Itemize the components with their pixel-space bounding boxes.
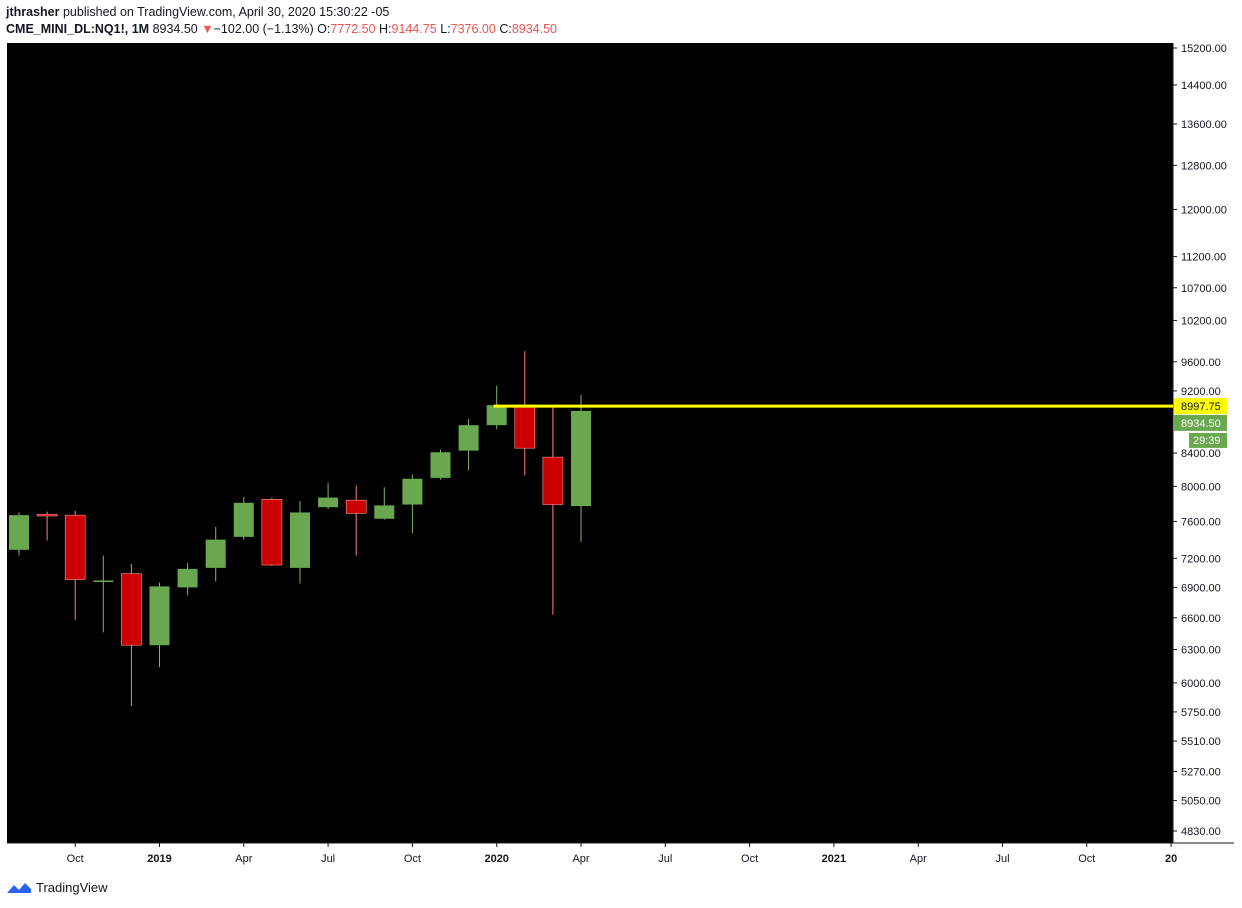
y-tick-label: 12000.00: [1181, 204, 1227, 216]
high-value: 9144.75: [391, 22, 437, 36]
x-tick-label: 2021: [822, 853, 846, 865]
candle-body: [261, 498, 283, 566]
candles-group: [9, 351, 591, 707]
candle-body: [64, 514, 86, 580]
y-tick-label: 6000.00: [1181, 678, 1221, 690]
candle-body: [36, 513, 58, 517]
y-tick-label: 5750.00: [1181, 707, 1221, 719]
y-tick-label: 14400.00: [1181, 80, 1227, 92]
low-label: L:: [440, 22, 451, 36]
chart-header: jthrasher published on TradingView.com, …: [6, 4, 557, 38]
candle-body: [514, 404, 536, 449]
candle-body: [149, 586, 170, 646]
y-tick-label: 12800.00: [1181, 160, 1227, 172]
y-tick-label: 9200.00: [1181, 386, 1221, 398]
last-price-label: 8934.50: [1181, 418, 1221, 430]
y-tick-label: 9600.00: [1181, 357, 1221, 369]
x-tick-label: Jul: [321, 853, 335, 865]
candle-body: [233, 502, 254, 537]
last-price-badge: [1174, 414, 1227, 431]
candle-body: [402, 478, 423, 505]
x-tick-label: Jul: [658, 853, 672, 865]
y-tick-label: 15200.00: [1181, 43, 1227, 55]
level-price-badge: [1174, 398, 1227, 415]
candle-body: [458, 425, 479, 451]
y-tick-label: 5510.00: [1181, 736, 1221, 748]
candle-body: [290, 512, 310, 568]
candle-body: [345, 499, 367, 514]
y-tick-label: 6600.00: [1181, 613, 1221, 625]
countdown-label: 29:39: [1193, 435, 1221, 447]
time-axis[interactable]: [7, 843, 1234, 871]
overlay-group: 8997.75 8934.50 29:39: [493, 398, 1227, 448]
candle-body: [486, 405, 507, 426]
x-tick-label: 2020: [484, 853, 508, 865]
candle-body: [542, 456, 564, 505]
y-tick-label: 7600.00: [1181, 516, 1221, 528]
candle-body: [205, 539, 226, 568]
y-tick-label: 13600.00: [1181, 119, 1227, 131]
footer: TradingView: [6, 880, 108, 895]
y-tick-label: 7200.00: [1181, 553, 1221, 565]
x-tick-label: Apr: [910, 853, 927, 865]
x-tick-label: Apr: [235, 853, 252, 865]
x-tick-label: Apr: [572, 853, 589, 865]
x-tick-label: Oct: [1078, 853, 1095, 865]
y-tick-label: 4830.00: [1181, 826, 1221, 838]
y-tick-label: 10700.00: [1181, 283, 1227, 295]
level-price-label: 8997.75: [1181, 401, 1221, 413]
tradingview-logo-icon: [7, 882, 31, 893]
change-value: −102.00 (−1.13%): [213, 22, 314, 36]
close-label: C:: [499, 22, 512, 36]
x-tick-label: 2019: [147, 853, 171, 865]
x-tick-label: 20: [1165, 853, 1177, 865]
x-tick-label: Oct: [404, 853, 421, 865]
last-price: 8934.50: [152, 22, 198, 36]
y-tick-label: 6300.00: [1181, 645, 1221, 657]
high-label: H:: [379, 22, 392, 36]
ohlc-line: CME_MINI_DL:NQ1!, 1M 8934.50 ▼−102.00 (−…: [6, 21, 557, 38]
candle-body: [318, 497, 339, 508]
candle-body: [9, 515, 29, 550]
author-name[interactable]: jthrasher: [6, 5, 60, 19]
candle-body: [430, 452, 451, 478]
countdown-badge: [1189, 432, 1227, 448]
open-value: 7772.50: [330, 22, 376, 36]
open-label: O:: [317, 22, 331, 36]
symbol-label[interactable]: CME_MINI_DL:NQ1!, 1M: [6, 22, 150, 36]
y-tick-label: 10200.00: [1181, 315, 1227, 327]
x-tick-label: Oct: [67, 853, 84, 865]
publish-line: jthrasher published on TradingView.com, …: [6, 4, 557, 21]
close-value: 8934.50: [511, 22, 558, 36]
y-tick-label: 5270.00: [1181, 766, 1221, 778]
candle-body: [571, 410, 591, 507]
candle-body: [93, 580, 114, 583]
publish-info: published on TradingView.com, April 30, …: [62, 5, 390, 19]
low-value: 7376.00: [450, 22, 496, 36]
y-tick-label: 6900.00: [1181, 582, 1221, 594]
x-ticks-group: Oct 2019 Apr Jul Oct 2020 Apr Jul Oct 2021 Apr Jul O…: [67, 843, 1177, 865]
x-tick-label: Oct: [741, 853, 758, 865]
candle-body: [374, 505, 395, 519]
x-tick-label: Jul: [995, 853, 1009, 865]
y-tick-label: 8400.00: [1181, 448, 1221, 460]
change-arrow: ▼: [201, 22, 214, 36]
y-tick-label: 5050.00: [1181, 796, 1221, 808]
y-tick-label: 11200.00: [1181, 252, 1226, 264]
y-tick-label: 8000.00: [1181, 481, 1221, 493]
y-ticks-group: 15200.00 14400.00 13600.00 12800.00 12000.00…: [1173, 43, 1227, 838]
tradingview-brand[interactable]: TradingView: [36, 880, 108, 895]
candle-body: [177, 568, 198, 588]
candle-body: [121, 573, 142, 646]
